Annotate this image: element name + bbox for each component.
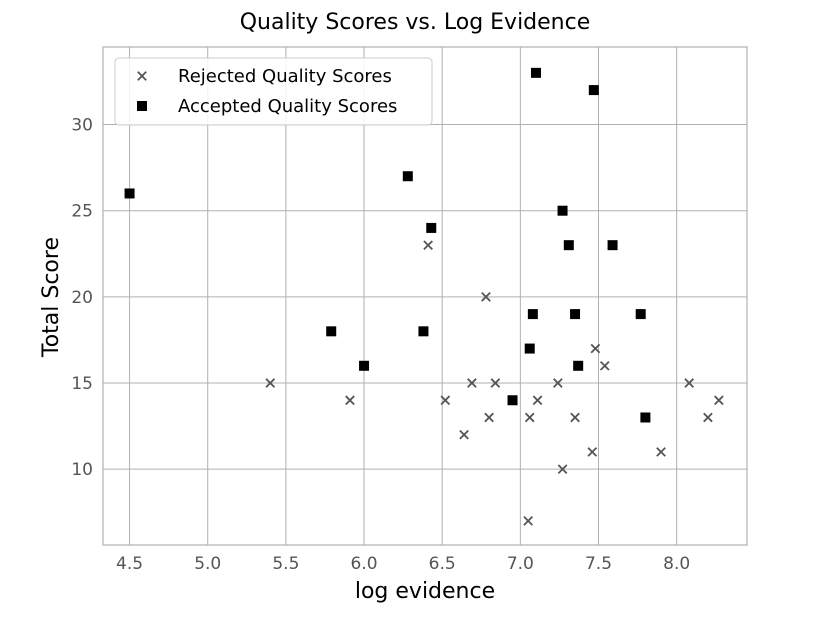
y-tick-label: 15	[71, 374, 93, 394]
x-tick-label: 5.5	[272, 554, 299, 574]
rejected-point	[557, 464, 568, 475]
rejected-point	[467, 378, 477, 388]
rejected-point	[553, 378, 563, 388]
x-tick-label: 5.0	[194, 554, 221, 574]
accepted-point	[326, 326, 337, 337]
legend-entry-label: Rejected Quality Scores	[178, 66, 392, 87]
accepted-point	[573, 360, 584, 371]
legend-entry-label: Accepted Quality Scores	[178, 96, 397, 117]
legend: Rejected Quality Scores Accepted Quality …	[114, 57, 433, 126]
rejected-point	[587, 447, 598, 457]
rejected-point	[684, 378, 695, 388]
rejected-point	[532, 395, 543, 406]
rejected-point	[656, 447, 666, 457]
y-tick-label: 25	[71, 202, 93, 222]
rejected-point	[570, 412, 580, 423]
rejected-point	[599, 360, 610, 371]
accepted-point	[563, 240, 574, 251]
accepted-point	[527, 309, 538, 320]
accepted-point	[607, 240, 618, 251]
legend-box	[114, 57, 433, 126]
x-tick-label: 7.5	[585, 554, 612, 574]
rejected-point	[423, 240, 433, 251]
accepted-point	[402, 171, 413, 182]
accepted-point	[524, 343, 535, 354]
rejected-point	[524, 412, 535, 423]
y-tick-label: 10	[71, 460, 93, 480]
accepted-point	[507, 395, 518, 406]
rejected-point	[440, 395, 451, 406]
legend-accepted-marker	[137, 101, 147, 111]
x-axis-label: log evidence	[355, 579, 495, 604]
x-tick-label: 4.5	[116, 554, 143, 574]
y-tick-label: 20	[71, 288, 93, 308]
accepted-point	[418, 326, 429, 337]
accepted-point	[640, 412, 651, 423]
accepted-point	[359, 360, 370, 371]
x-tick-label: 6.0	[351, 554, 378, 574]
rejected-point	[345, 395, 355, 406]
rejected-point	[523, 516, 534, 526]
y-axis-label: Total Score	[39, 237, 64, 358]
accepted-point	[570, 309, 581, 320]
rejected-point	[703, 412, 713, 423]
accepted-point	[557, 205, 568, 216]
rejected-point	[590, 343, 601, 354]
y-axis-ticks: 10 15 20 25 30	[71, 116, 93, 481]
accepted-point	[635, 309, 646, 320]
rejected-point	[459, 429, 469, 440]
data-points	[124, 67, 724, 526]
rejected-point	[265, 378, 276, 388]
chart-title: Quality Scores vs. Log Evidence	[240, 10, 591, 35]
y-tick-label: 30	[71, 116, 93, 136]
plot-area-frame	[102, 46, 748, 546]
x-axis-ticks: 4.5 5.0 5.5 6.0 6.5 7.0 7.5 8.0	[116, 554, 690, 574]
accepted-point	[530, 67, 541, 78]
rejected-point	[481, 292, 491, 302]
x-tick-label: 7.0	[507, 554, 534, 574]
rejected-point	[490, 378, 501, 388]
legend-rejected-marker	[137, 71, 147, 81]
accepted-point	[124, 188, 135, 199]
x-tick-label: 6.5	[429, 554, 456, 574]
x-tick-label: 8.0	[663, 554, 690, 574]
accepted-point	[588, 85, 599, 96]
rejected-point	[714, 395, 724, 406]
rejected-point	[484, 412, 494, 423]
accepted-point	[426, 222, 437, 233]
